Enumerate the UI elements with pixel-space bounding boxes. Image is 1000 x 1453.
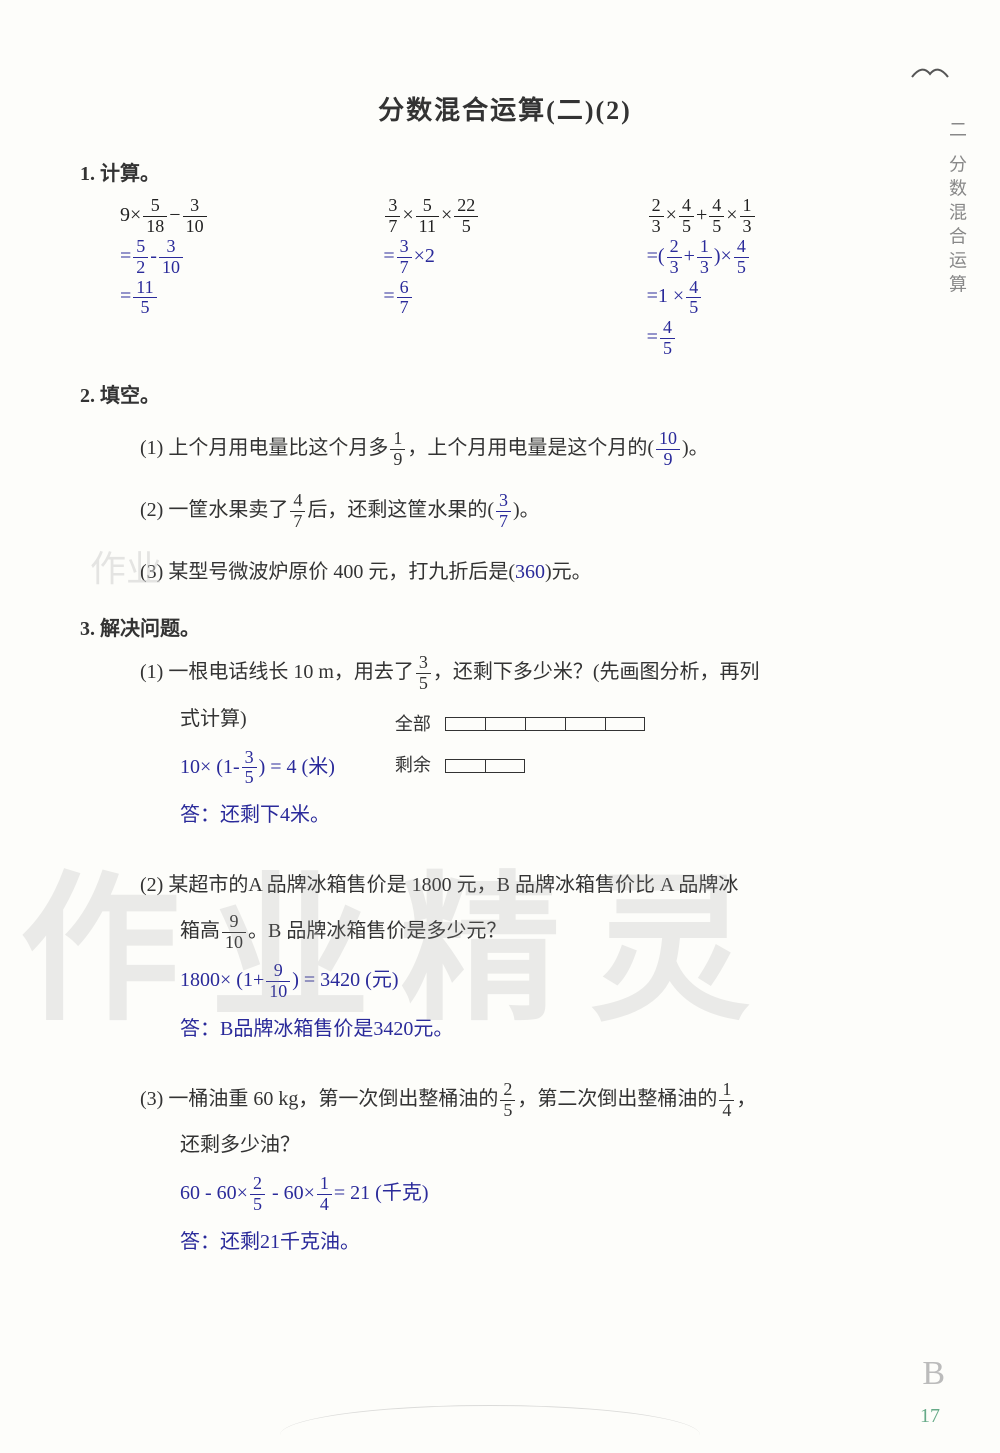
- q1-col3: 23×45+45×13 =(23+13)×45 =1 ×45 =45: [647, 196, 910, 359]
- q1c3-step1: =(23+13)×45: [647, 237, 910, 278]
- q1c1-step1: =52-310: [120, 237, 383, 278]
- q3p1-line2: 式计算): [180, 698, 335, 740]
- q1c2-step2: =67: [383, 277, 646, 318]
- q3-p2: (2) 某超市的A 品牌冰箱售价是 1800 元，B 品牌冰箱售价比 A 品牌冰…: [140, 864, 930, 1049]
- q3p3-work: 60 - 60×25 - 60×14= 21 (千克): [180, 1172, 930, 1215]
- q1c3-step2: =1 ×45: [647, 277, 910, 318]
- q3p3-line2: 还剩多少油？: [180, 1124, 930, 1166]
- q1c1-step2: =115: [120, 277, 383, 318]
- q3-label: 3. 解决问题。: [80, 612, 930, 641]
- q3-p1: (1) 一根电话线长 10 m，用去了35，还剩下多少米？(先画图分析，再列 式…: [140, 651, 930, 836]
- cloud-decoration: [280, 1405, 700, 1435]
- diagram-segment: [605, 717, 645, 731]
- q1c3-expr: 23×45+45×13: [647, 196, 910, 237]
- q3p3-line1: (3) 一桶油重 60 kg，第一次倒出整桶油的25，第二次倒出整桶油的14，: [140, 1078, 930, 1121]
- q3p1-answer: 答：还剩下4米。: [180, 794, 335, 836]
- q3p1-line1: (1) 一根电话线长 10 m，用去了35，还剩下多少米？(先画图分析，再列: [140, 651, 930, 694]
- q3p2-answer: 答：B品牌冰箱售价是3420元。: [180, 1008, 930, 1050]
- diagram-segment: [485, 717, 525, 731]
- q2-item-1: (1) 上个月用电量比这个月多19，上个月用电量是这个月的(109)。: [140, 426, 930, 470]
- q1-col1: 9×518−310 =52-310 =115: [120, 196, 383, 359]
- corner-letter: B: [922, 1355, 945, 1393]
- diagram-segment: [445, 759, 485, 773]
- q1c1-expr: 9×518−310: [120, 196, 383, 237]
- diagram-segment: [445, 717, 485, 731]
- q1-calc-row: 9×518−310 =52-310 =115 37×511×225 =37×2 …: [80, 196, 930, 359]
- side-chapter-label: 二 分数混合运算: [944, 120, 970, 299]
- q3-p3: (3) 一桶油重 60 kg，第一次倒出整桶油的25，第二次倒出整桶油的14， …: [140, 1078, 930, 1263]
- q1-label: 1. 计算。: [80, 157, 930, 186]
- q3p3-answer: 答：还剩21千克油。: [180, 1221, 930, 1263]
- watermark-small: 作业: [90, 540, 162, 592]
- q1-col2: 37×511×225 =37×2 =67: [383, 196, 646, 359]
- diagram-segment: [565, 717, 605, 731]
- q2-item-2: (2) 一筐水果卖了47后，还剩这筐水果的(37)。: [140, 488, 930, 532]
- q1c2-expr: 37×511×225: [383, 196, 646, 237]
- diagram-segment: [485, 759, 525, 773]
- page-number: 17: [920, 1405, 940, 1428]
- page-title: 分数混合运算(二)(2): [80, 90, 930, 127]
- q2-item-3: (3) 某型号微波炉原价 400 元，打九折后是(360)元。: [140, 550, 930, 594]
- q3p1-work: 10× (1-35) = 4 (米): [180, 746, 335, 789]
- q3p2-work: 1800× (1+910) = 3420 (元): [180, 959, 930, 1002]
- q3p1-diagram: 全部 剩余: [395, 702, 645, 790]
- diagram-segment: [525, 717, 565, 731]
- q1c3-step3: =45: [647, 318, 910, 359]
- q3p2-line1: (2) 某超市的A 品牌冰箱售价是 1800 元，B 品牌冰箱售价比 A 品牌冰: [140, 864, 930, 906]
- q3p2-line2: 箱高910。B 品牌冰箱售价是多少元？: [180, 910, 930, 953]
- q1c2-step1: =37×2: [383, 237, 646, 278]
- q2-label: 2. 填空。: [80, 379, 930, 408]
- bird-decoration: [910, 55, 950, 102]
- worksheet-page: 二 分数混合运算 分数混合运算(二)(2) 1. 计算。 9×518−310 =…: [0, 0, 1000, 1303]
